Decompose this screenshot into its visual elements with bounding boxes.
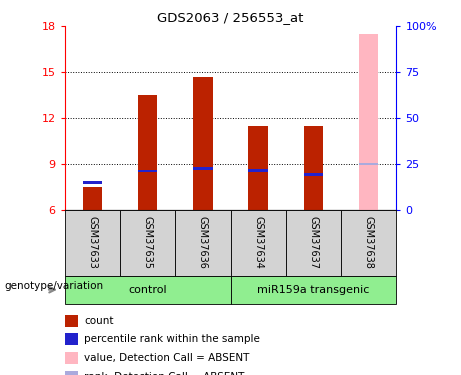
Bar (248, 126, 268, 210)
Text: count: count (84, 316, 113, 326)
FancyBboxPatch shape (286, 210, 341, 276)
FancyBboxPatch shape (65, 210, 120, 276)
Text: rank, Detection Call = ABSENT: rank, Detection Call = ABSENT (84, 372, 244, 375)
Text: GSM37635: GSM37635 (142, 216, 153, 269)
Bar (65, 315, 78, 327)
Bar (65, 333, 78, 345)
Bar (138, 170, 157, 172)
Text: GSM37638: GSM37638 (364, 216, 374, 269)
FancyBboxPatch shape (120, 210, 175, 276)
Bar (359, 34, 378, 210)
Text: GDS2063 / 256553_at: GDS2063 / 256553_at (157, 11, 304, 24)
Text: GSM37634: GSM37634 (253, 216, 263, 269)
Bar (248, 169, 268, 172)
FancyBboxPatch shape (175, 210, 230, 276)
Bar (138, 95, 157, 210)
Bar (304, 173, 323, 176)
FancyBboxPatch shape (341, 210, 396, 276)
Text: genotype/variation: genotype/variation (5, 281, 104, 291)
Bar (359, 163, 378, 165)
Bar (83, 181, 102, 184)
Bar (304, 126, 323, 210)
FancyBboxPatch shape (65, 276, 230, 304)
Text: GSM37636: GSM37636 (198, 216, 208, 269)
Bar (65, 352, 78, 364)
Bar (193, 77, 213, 210)
Text: GSM37637: GSM37637 (308, 216, 319, 269)
Bar (83, 187, 102, 210)
FancyBboxPatch shape (230, 210, 286, 276)
Text: control: control (128, 285, 167, 295)
Text: percentile rank within the sample: percentile rank within the sample (84, 334, 260, 344)
Bar (193, 167, 213, 170)
Text: miR159a transgenic: miR159a transgenic (257, 285, 370, 295)
Text: value, Detection Call = ABSENT: value, Detection Call = ABSENT (84, 353, 249, 363)
Text: GSM37633: GSM37633 (87, 216, 97, 269)
Bar (65, 371, 78, 375)
FancyBboxPatch shape (230, 276, 396, 304)
